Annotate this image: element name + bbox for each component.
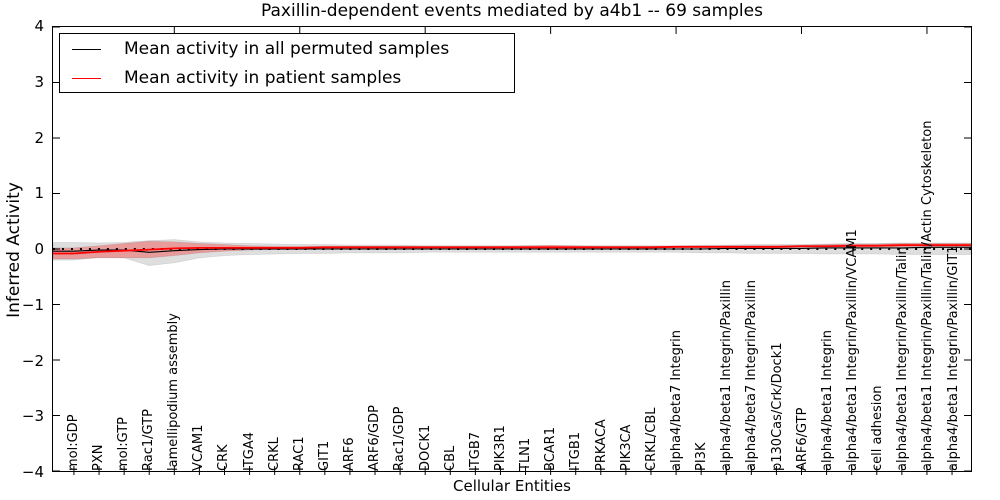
y-tick-label: −3 — [21, 407, 44, 426]
x-tick-label: Rac1/GDP — [392, 406, 408, 471]
x-tick-label: VCAM1 — [191, 424, 207, 471]
x-tick-label: RAC1 — [291, 436, 307, 471]
x-tick-label: alpha4/beta1 Integrin/Paxillin/GIT1 — [945, 245, 961, 471]
legend-label-patient: Mean activity in patient samples — [124, 68, 402, 88]
plot-area — [52, 26, 972, 475]
x-tick-label: ITGB1 — [568, 431, 584, 471]
x-tick-label: alpha4/beta1 Integrin/Paxillin/Talin — [895, 246, 911, 471]
plot-svg — [52, 26, 972, 475]
x-tick-label: ARF6/GTP — [794, 407, 810, 471]
legend-label-permuted: Mean activity in all permuted samples — [124, 39, 450, 59]
x-tick-label: CRK — [216, 444, 232, 471]
legend-row-patient: Mean activity in patient samples — [60, 64, 514, 92]
x-tick-label: BCAR1 — [543, 427, 559, 471]
x-tick-label: ITGA4 — [241, 431, 257, 471]
chart-title: Paxillin-dependent events mediated by a4… — [261, 1, 763, 21]
x-tick-label: ARF6/GDP — [367, 405, 383, 471]
y-tick-label: −4 — [21, 463, 44, 481]
x-tick-label: PXN — [90, 444, 106, 471]
legend-line-black — [72, 48, 101, 50]
y-tick-label: 3 — [34, 72, 44, 91]
x-tick-label: CRKL — [266, 437, 282, 471]
x-tick-label: TLN1 — [518, 437, 534, 471]
legend-line-red — [72, 77, 101, 79]
x-tick-label: Rac1/GTP — [140, 409, 156, 471]
x-tick-label: mol:GTP — [115, 417, 131, 471]
legend-box: Mean activity in all permuted samples Me… — [59, 33, 515, 93]
x-tick-label: alpha4/beta1 Integrin/Paxillin/Talin/Act… — [920, 120, 936, 471]
x-tick-label: lamellipodium assembly — [166, 313, 182, 471]
x-tick-label: p130Cas/Crk/Dock1 — [769, 342, 785, 471]
x-tick-label: PIK3CA — [618, 424, 634, 471]
legend-row-permuted: Mean activity in all permuted samples — [60, 35, 514, 63]
y-tick-label: −1 — [21, 295, 44, 314]
x-tick-label: alpha4/beta1 Integrin — [819, 329, 835, 471]
y-tick-label: 1 — [34, 184, 44, 203]
x-tick-label: PIK3R1 — [492, 425, 508, 471]
x-tick-label: cell adhesion — [870, 385, 886, 471]
x-tick-label: CRKL/CBL — [643, 407, 659, 472]
x-tick-label: alpha4/beta1 Integrin/Paxillin/VCAM1 — [844, 229, 860, 471]
x-tick-label: ARF6 — [342, 437, 358, 471]
x-tick-label: alpha4/beta1 Integrin/Paxillin — [719, 279, 735, 471]
x-tick-label: alpha4/beta7 Integrin — [668, 329, 684, 471]
x-tick-label: PRKACA — [593, 419, 609, 471]
x-tick-label: ITGB7 — [467, 431, 483, 471]
y-tick-label: −2 — [21, 351, 44, 370]
x-tick-label: CBL — [442, 445, 458, 471]
x-axis-label: Cellular Entities — [453, 477, 571, 495]
x-tick-label: DOCK1 — [417, 424, 433, 471]
x-tick-label: GIT1 — [316, 440, 332, 471]
x-tick-label: mol:GDP — [65, 414, 81, 471]
y-tick-label: 4 — [34, 17, 44, 35]
y-tick-label: 0 — [34, 240, 44, 258]
y-tick-label: 2 — [34, 128, 44, 147]
x-tick-label: alpha4/beta7 Integrin/Paxillin — [744, 279, 760, 471]
x-tick-label: PI3K — [694, 442, 710, 471]
